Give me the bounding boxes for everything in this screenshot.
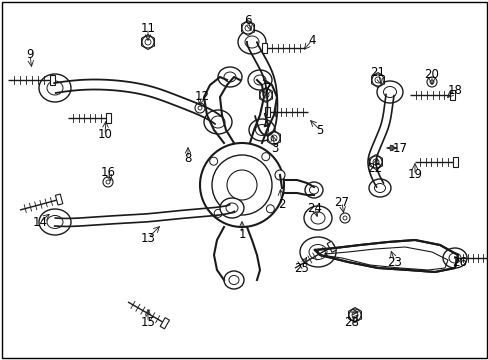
Text: 6: 6: [244, 13, 251, 27]
Circle shape: [372, 159, 378, 165]
Text: 14: 14: [32, 216, 47, 229]
Text: 28: 28: [344, 315, 359, 328]
Ellipse shape: [224, 271, 244, 289]
Circle shape: [106, 180, 110, 184]
Ellipse shape: [368, 179, 390, 197]
Polygon shape: [50, 75, 55, 85]
Text: 27: 27: [334, 195, 349, 208]
Circle shape: [266, 205, 274, 213]
Ellipse shape: [220, 198, 244, 218]
Text: 4: 4: [307, 33, 315, 46]
Text: 12: 12: [194, 90, 209, 103]
Text: 7: 7: [264, 81, 271, 94]
Text: 17: 17: [392, 141, 407, 154]
Circle shape: [263, 92, 268, 98]
Ellipse shape: [224, 72, 236, 82]
Circle shape: [198, 106, 202, 110]
Ellipse shape: [309, 186, 318, 194]
Ellipse shape: [299, 237, 335, 267]
Ellipse shape: [374, 184, 385, 193]
Circle shape: [260, 89, 271, 101]
Ellipse shape: [376, 81, 402, 103]
Circle shape: [426, 77, 436, 87]
Polygon shape: [160, 318, 169, 329]
Ellipse shape: [305, 182, 323, 198]
Text: 24: 24: [307, 202, 322, 215]
Text: 8: 8: [184, 152, 191, 165]
Ellipse shape: [228, 275, 239, 284]
Circle shape: [103, 177, 113, 187]
Ellipse shape: [255, 125, 268, 135]
Text: 18: 18: [447, 84, 462, 96]
Polygon shape: [106, 113, 111, 123]
Circle shape: [226, 170, 257, 200]
Circle shape: [209, 157, 217, 165]
Ellipse shape: [238, 30, 265, 54]
Circle shape: [195, 103, 204, 113]
Text: 22: 22: [367, 162, 382, 175]
Text: 15: 15: [140, 315, 155, 328]
Ellipse shape: [218, 67, 242, 87]
Circle shape: [261, 153, 269, 161]
Ellipse shape: [383, 86, 396, 98]
Ellipse shape: [304, 206, 331, 230]
Circle shape: [270, 135, 276, 141]
Circle shape: [342, 216, 346, 220]
Text: 11: 11: [140, 22, 155, 35]
Polygon shape: [55, 194, 62, 205]
Ellipse shape: [47, 81, 63, 95]
Polygon shape: [314, 240, 457, 272]
Circle shape: [244, 25, 250, 31]
Circle shape: [351, 312, 357, 318]
Ellipse shape: [244, 36, 259, 48]
Circle shape: [242, 22, 253, 34]
Ellipse shape: [248, 119, 274, 141]
Circle shape: [348, 309, 360, 321]
Text: 16: 16: [101, 166, 115, 179]
Text: 13: 13: [140, 231, 155, 244]
Polygon shape: [264, 107, 269, 117]
Polygon shape: [452, 157, 457, 167]
Circle shape: [142, 36, 154, 48]
Circle shape: [214, 210, 222, 217]
Ellipse shape: [39, 209, 71, 235]
Circle shape: [429, 80, 433, 84]
Circle shape: [374, 77, 380, 83]
Polygon shape: [449, 90, 454, 100]
Text: 5: 5: [316, 123, 323, 136]
Circle shape: [200, 143, 284, 227]
Circle shape: [212, 155, 271, 215]
Ellipse shape: [253, 75, 265, 85]
Circle shape: [145, 39, 151, 45]
Circle shape: [371, 74, 383, 86]
Text: 20: 20: [424, 68, 439, 81]
Polygon shape: [262, 43, 266, 53]
Ellipse shape: [442, 248, 466, 268]
Text: 2: 2: [278, 198, 285, 211]
Text: 23: 23: [387, 256, 402, 269]
Text: 10: 10: [98, 129, 112, 141]
Circle shape: [274, 170, 285, 180]
Ellipse shape: [448, 253, 460, 263]
Text: 21: 21: [370, 66, 385, 78]
Ellipse shape: [225, 203, 238, 213]
Text: 19: 19: [407, 168, 422, 181]
Ellipse shape: [308, 244, 326, 260]
Text: 26: 26: [451, 256, 467, 269]
Ellipse shape: [310, 212, 325, 224]
Ellipse shape: [47, 216, 63, 229]
Text: 25: 25: [294, 261, 309, 274]
Text: 1: 1: [238, 228, 245, 240]
Ellipse shape: [203, 110, 231, 134]
Polygon shape: [326, 241, 336, 252]
Text: 3: 3: [271, 141, 278, 154]
Ellipse shape: [210, 116, 224, 128]
Circle shape: [369, 156, 381, 168]
Ellipse shape: [39, 74, 71, 102]
Ellipse shape: [247, 70, 271, 90]
Circle shape: [339, 213, 349, 223]
Text: 9: 9: [26, 49, 34, 62]
Circle shape: [267, 132, 280, 144]
